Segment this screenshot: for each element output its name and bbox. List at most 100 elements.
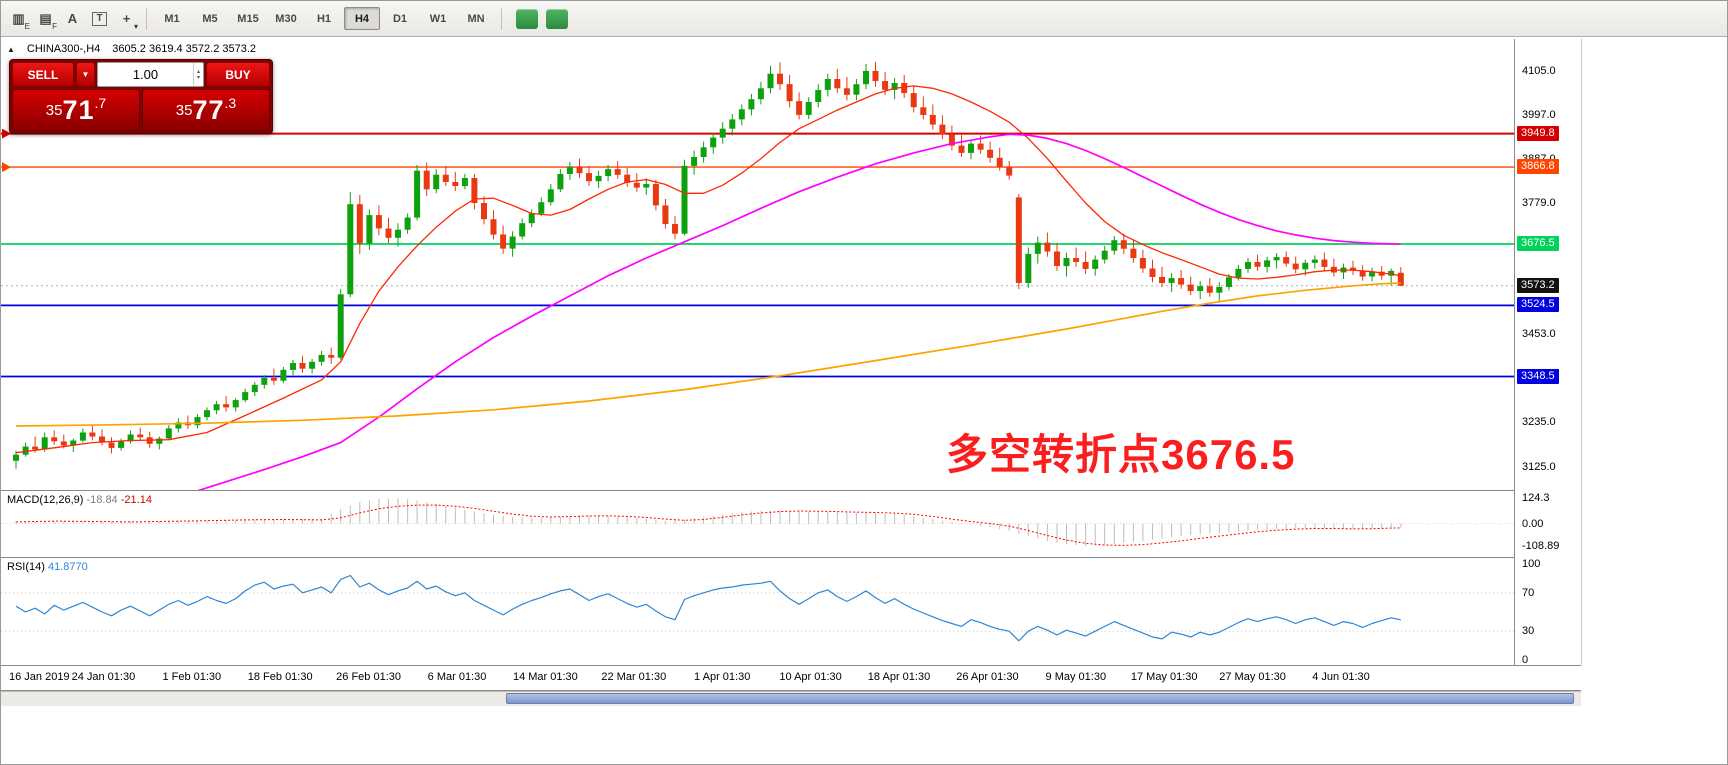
scrollbar-thumb[interactable] [506,693,1574,704]
time-axis-label: 16 Jan 2019 [9,671,70,683]
volume-input[interactable]: 1.00 ▴ ▾ [97,62,204,87]
green-tool-icon-2[interactable] [546,8,568,29]
rsi-name: RSI(14) [7,561,45,573]
candlestick-chart-svg[interactable] [1,39,1514,491]
candlestick-chart[interactable] [1,39,1514,491]
time-axis-label: 24 Jan 01:30 [71,671,136,683]
rsi-value: 41.8770 [47,561,88,573]
rsi-indicator-panel[interactable]: RSI(14) 41.8770 [1,558,1514,665]
timeframe-button-d1[interactable]: D1 [392,12,408,25]
rsi-label: RSI(14) 41.8770 [7,561,88,573]
time-axis-label: 26 Apr 01:30 [956,671,1019,683]
axis-tick: 0 [1522,654,1529,666]
time-axis-label: 9 May 01:30 [1045,671,1107,683]
timeframe-button-h1[interactable]: H1 [316,12,332,25]
toolbar: ▥ E ▤ F A T + ▾ M1 M5 M15 M30 H1 H4 D1 W1 MN [1,1,1727,37]
timeframe-button-m30[interactable]: M30 [275,12,297,25]
volume-value[interactable]: 1.00 [132,67,159,82]
timeframe-button-h4[interactable]: H4 [344,7,380,30]
rsi-svg[interactable] [1,558,1514,665]
axis-tick: 3453.0 [1522,328,1556,341]
macd-indicator-panel[interactable]: MACD(12,26,9) -18.84 -21.14 [1,491,1514,557]
panel-separator [1,665,1581,666]
ask-big-digits: 77 [192,94,225,125]
bid-fraction: .7 [94,95,107,111]
timeframe-button-m15[interactable]: M15 [237,12,259,25]
time-axis-label: 6 Mar 01:30 [427,671,487,683]
time-axis-label: 1 Apr 01:30 [694,671,751,683]
macd-svg[interactable] [1,491,1514,557]
macd-label: MACD(12,26,9) -18.84 -21.14 [7,494,152,506]
axis-tick: 3997.0 [1522,108,1556,121]
toolbar-green-icons [508,8,568,29]
time-axis[interactable]: 16 Jan 2019 24 Jan 01:30 1 Feb 01:30 18 Feb… [1,666,1581,690]
main-chart-panel[interactable]: ▲ CHINA300-,H4 3605.2 3619.4 3572.2 3573… [1,39,1514,491]
timeframe-button-m1[interactable]: M1 [164,12,180,25]
panel-separator [1,690,1581,691]
text-box-icon[interactable]: T [86,7,113,31]
ask-fraction: .3 [224,95,237,111]
ohlc-readout: 3605.2 3619.4 3572.2 3573.2 [112,43,257,55]
bid-prefix: 35 [45,101,63,119]
time-axis-label: 4 Jun 01:30 [1312,671,1370,683]
chart-profile-f-icon[interactable]: ▤ F [39,10,57,31]
price-badge: 3524.5 [1517,297,1559,313]
symbol-title: CHINA300-,H4 [26,43,101,55]
macd-name: MACD(12,26,9) [7,494,84,506]
bid-price[interactable]: 35 71.7 [12,89,140,131]
time-axis-label: 18 Feb 01:30 [247,671,313,683]
macd-signal-value: -21.14 [120,494,152,506]
timeframe-button-w1[interactable]: W1 [429,12,447,25]
cursor-tool-icon[interactable]: + ▾ [122,11,138,31]
green-tool-icon-1[interactable] [516,8,538,29]
rsi-chart[interactable] [1,558,1514,665]
buy-button[interactable]: BUY [206,62,270,87]
axis-tick: 3235.0 [1522,416,1556,429]
time-axis-label: 17 May 01:30 [1130,671,1198,683]
axis-tick: 3125.0 [1522,460,1556,473]
sell-dropdown-button[interactable]: ▼ [76,62,95,87]
chart-header: ▲ CHINA300-,H4 3605.2 3619.4 3572.2 3573… [7,43,256,55]
time-axis-label: 22 Mar 01:30 [601,671,667,683]
price-badge: 3348.5 [1517,368,1559,384]
axis-tick: 3779.0 [1522,196,1556,209]
spin-down-icon[interactable]: ▾ [196,74,200,81]
macd-main-value: -18.84 [86,494,118,506]
axis-tick: 70 [1522,586,1535,599]
bid-big-digits: 71 [62,94,95,125]
horizontal-scrollbar[interactable] [1,691,1581,706]
toolbar-separator [146,7,147,30]
time-axis-label: 14 Mar 01:30 [512,671,578,683]
price-badge: 3573.2 [1517,277,1559,293]
ask-price[interactable]: 35 77.3 [142,89,270,131]
collapse-icon[interactable]: ▲ [7,44,15,54]
axis-tick: 30 [1522,625,1535,638]
panel-separator[interactable] [1,557,1581,558]
timeframe-button-mn[interactable]: MN [467,12,485,25]
time-axis-label: 10 Apr 01:30 [779,671,842,683]
volume-spinner[interactable]: ▴ ▾ [192,63,203,86]
price-badge: 3949.8 [1517,125,1559,141]
axis-tick: 124.3 [1522,492,1550,504]
text-label-icon[interactable]: A [67,11,78,26]
sell-button[interactable]: SELL [12,62,74,87]
toolbar-left-icons: ▥ E ▤ F A T + ▾ [5,7,140,31]
spin-up-icon[interactable]: ▴ [196,68,200,75]
axis-tick: 0.00 [1522,517,1544,530]
panel-separator[interactable] [1,490,1581,491]
time-axis-label: 27 May 01:30 [1219,671,1286,683]
ask-prefix: 35 [175,101,193,119]
chart-profile-e-icon[interactable]: ▥ E [12,10,30,31]
one-click-trading-panel: SELL ▼ 1.00 ▴ ▾ BUY 35 71.7 35 77.3 [9,59,273,134]
time-axis-label: 26 Feb 01:30 [336,671,402,683]
toolbar-separator [501,7,502,30]
price-axis[interactable]: 4105.03997.03887.03779.03453.03235.03125… [1514,39,1582,666]
chart-annotation-text: 多空转折点3676.5 [946,431,1296,478]
price-badge: 3866.8 [1517,159,1559,175]
time-axis-label: 18 Apr 01:30 [867,671,931,683]
macd-chart[interactable] [1,491,1514,557]
axis-tick: 100 [1522,558,1541,570]
price-badge: 3676.5 [1517,236,1559,251]
timeframe-button-m5[interactable]: M5 [202,12,218,25]
